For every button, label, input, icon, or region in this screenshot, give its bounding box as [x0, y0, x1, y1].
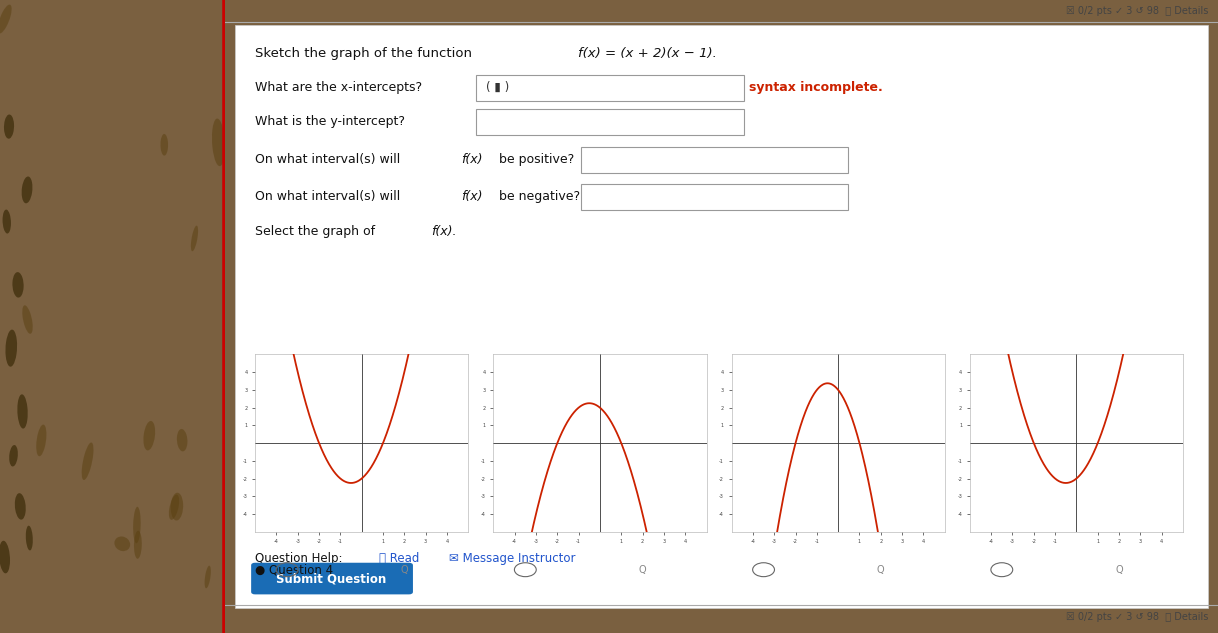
Text: Q: Q [1116, 565, 1123, 575]
Ellipse shape [177, 429, 188, 451]
Text: be negative?: be negative? [496, 190, 581, 203]
FancyBboxPatch shape [581, 184, 848, 210]
Text: ● Question 4: ● Question 4 [255, 563, 334, 576]
Ellipse shape [22, 177, 33, 203]
Text: What are the x-intercepts?: What are the x-intercepts? [255, 81, 423, 94]
Ellipse shape [161, 134, 168, 156]
Text: Q: Q [877, 565, 884, 575]
Text: be positive?: be positive? [496, 153, 575, 166]
Text: On what interval(s) will: On what interval(s) will [255, 153, 404, 166]
Text: 📄 Read: 📄 Read [379, 552, 419, 565]
FancyBboxPatch shape [476, 109, 743, 135]
Ellipse shape [15, 493, 26, 520]
Ellipse shape [133, 507, 141, 543]
Ellipse shape [12, 272, 23, 298]
Text: Submit Question: Submit Question [276, 572, 386, 585]
Text: Q: Q [401, 565, 408, 575]
Ellipse shape [191, 225, 199, 251]
Text: ✉ Message Instructor: ✉ Message Instructor [448, 552, 575, 565]
Ellipse shape [134, 530, 141, 559]
Ellipse shape [26, 525, 33, 551]
Text: syntax incomplete.: syntax incomplete. [749, 81, 883, 94]
Text: What is the y-intercept?: What is the y-intercept? [255, 115, 406, 128]
Ellipse shape [0, 541, 10, 573]
Ellipse shape [82, 442, 94, 480]
FancyBboxPatch shape [581, 147, 848, 173]
Text: f(x) = (x + 2)(x − 1).: f(x) = (x + 2)(x − 1). [577, 47, 716, 60]
Text: ( ▮ ): ( ▮ ) [486, 81, 509, 94]
Text: ☒ 0/2 pts ✓ 3 ↺ 98  ⓘ Details: ☒ 0/2 pts ✓ 3 ↺ 98 ⓘ Details [1066, 6, 1208, 16]
Ellipse shape [169, 494, 179, 520]
Ellipse shape [144, 421, 155, 451]
Ellipse shape [171, 492, 183, 520]
Text: ☒ 0/2 pts ✓ 3 ↺ 98  ⓘ Details: ☒ 0/2 pts ✓ 3 ↺ 98 ⓘ Details [1066, 612, 1208, 622]
Ellipse shape [0, 4, 12, 34]
FancyBboxPatch shape [235, 25, 1208, 608]
Ellipse shape [5, 330, 17, 367]
Text: Sketch the graph of the function: Sketch the graph of the function [255, 47, 476, 60]
Text: On what interval(s) will: On what interval(s) will [255, 190, 404, 203]
Ellipse shape [4, 115, 15, 139]
Ellipse shape [114, 537, 130, 551]
Text: Select the graph of: Select the graph of [255, 225, 379, 238]
Ellipse shape [37, 425, 46, 456]
Ellipse shape [10, 445, 18, 467]
Ellipse shape [22, 305, 33, 334]
Text: f(x): f(x) [462, 153, 484, 166]
Text: Question Help:: Question Help: [255, 552, 342, 565]
FancyBboxPatch shape [476, 75, 743, 101]
Ellipse shape [2, 210, 11, 234]
Ellipse shape [17, 394, 28, 429]
FancyBboxPatch shape [251, 563, 413, 594]
Ellipse shape [212, 118, 225, 166]
Text: f(x): f(x) [462, 190, 484, 203]
Text: f(x).: f(x). [431, 225, 457, 238]
Text: Q: Q [638, 565, 647, 575]
Ellipse shape [205, 566, 211, 588]
